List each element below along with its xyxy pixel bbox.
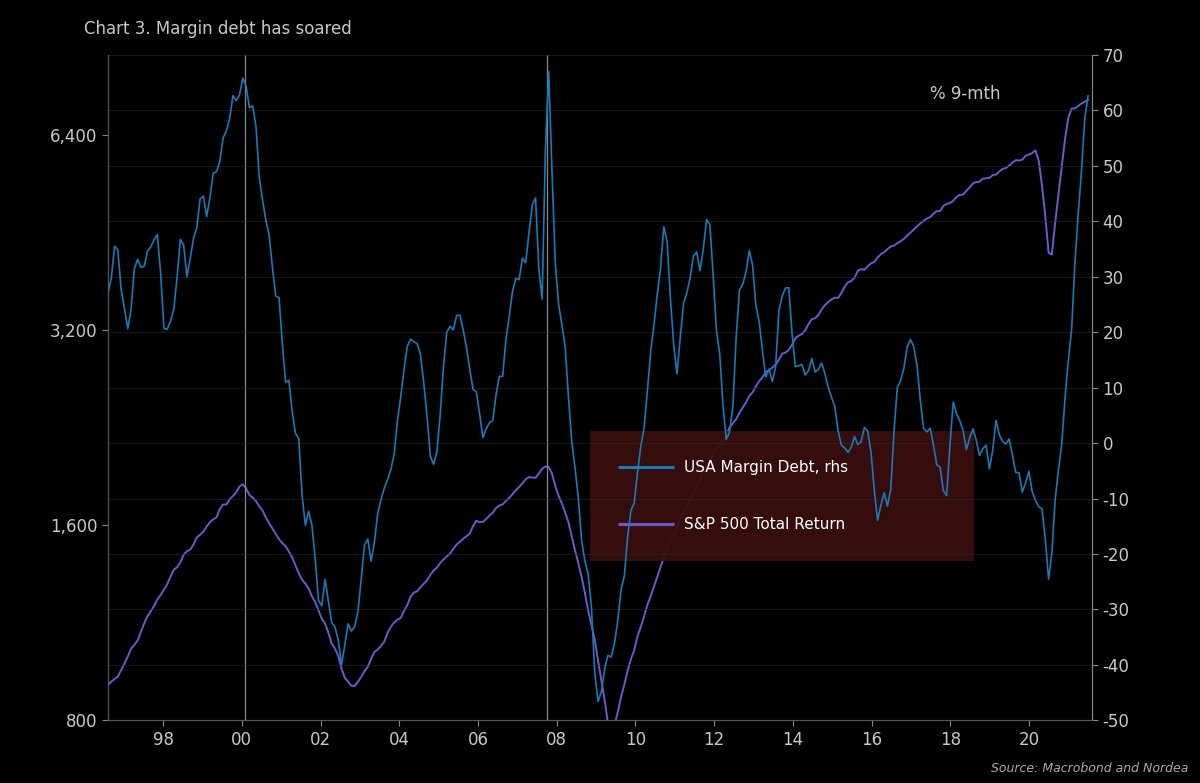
Text: Chart 3. Margin debt has soared: Chart 3. Margin debt has soared — [84, 20, 352, 38]
Text: USA Margin Debt, rhs: USA Margin Debt, rhs — [684, 460, 847, 475]
Text: S&P 500 Total Return: S&P 500 Total Return — [684, 517, 845, 532]
FancyBboxPatch shape — [590, 431, 974, 561]
Text: Source: Macrobond and Nordea: Source: Macrobond and Nordea — [991, 762, 1188, 775]
Text: % 9-mth: % 9-mth — [930, 85, 1000, 103]
